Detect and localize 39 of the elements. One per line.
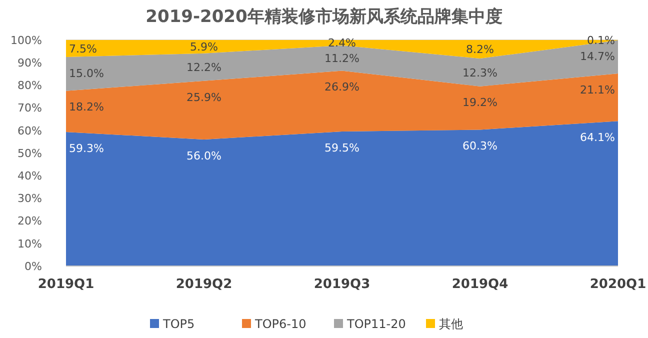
x-tick-label: 2019Q2: [176, 277, 232, 292]
x-tick-label: 2020Q1: [590, 277, 646, 292]
y-tick-label: 10%: [18, 237, 42, 250]
chart-title: 2019-2020年精装修市场新风系统品牌集中度: [146, 7, 502, 27]
x-tick-label: 2019Q3: [314, 277, 370, 292]
data-label: 26.9%: [324, 80, 360, 94]
y-tick-label: 100%: [10, 34, 42, 47]
y-tick-label: 90%: [18, 56, 42, 70]
legend-label: 其他: [439, 317, 463, 332]
y-tick-label: 30%: [18, 192, 42, 206]
data-label: 60.3%: [462, 140, 498, 153]
data-label: 25.9%: [186, 90, 222, 104]
y-tick-label: 0%: [24, 260, 42, 273]
data-label: 14.7%: [580, 50, 615, 64]
y-tick-label: 40%: [18, 169, 42, 182]
x-tick-label: 2019Q4: [452, 277, 508, 292]
y-tick-label: 50%: [18, 146, 42, 160]
data-label: 7.5%: [69, 42, 97, 56]
y-tick-label: 70%: [18, 102, 42, 115]
y-tick-label: 20%: [18, 214, 42, 228]
data-label: 11.2%: [324, 52, 360, 65]
data-label: 64.1%: [580, 130, 615, 144]
data-label: 21.1%: [580, 83, 615, 96]
data-label: 12.3%: [462, 66, 498, 80]
data-label: 8.2%: [466, 43, 494, 56]
legend-label: TOP11-20: [346, 317, 406, 332]
data-label: 59.5%: [324, 141, 360, 154]
y-tick-label: 80%: [18, 79, 42, 92]
data-label: 18.2%: [69, 100, 104, 114]
data-label: 5.9%: [190, 40, 218, 54]
data-label: 15.0%: [69, 66, 104, 80]
data-label: 59.3%: [69, 142, 104, 155]
y-tick-label: 60%: [18, 124, 42, 138]
x-tick-label: 2019Q1: [38, 277, 94, 292]
legend-label: TOP5: [162, 317, 195, 332]
data-label: 19.2%: [462, 96, 498, 110]
legend-label: TOP6-10: [254, 317, 306, 332]
data-label: 56.0%: [186, 149, 222, 162]
data-label: 12.2%: [186, 60, 222, 74]
